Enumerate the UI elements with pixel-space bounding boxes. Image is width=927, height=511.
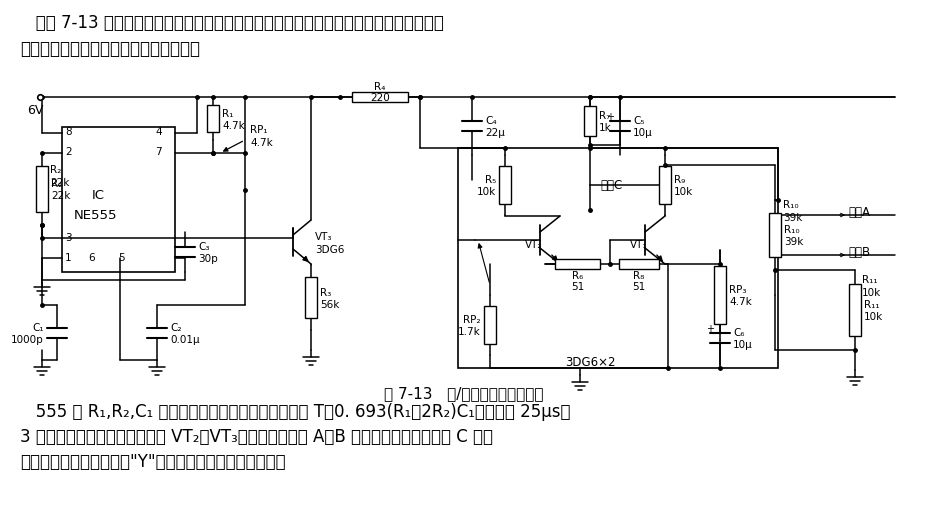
Text: C₁: C₁ [32, 322, 44, 333]
Text: R₂: R₂ [50, 165, 61, 175]
Bar [583, 106, 595, 136]
Text: R₆: R₆ [571, 271, 582, 281]
Text: NE555: NE555 [74, 208, 118, 221]
Text: 6: 6 [88, 253, 95, 263]
Text: 10k: 10k [863, 312, 883, 322]
Text: 10μ: 10μ [632, 128, 652, 138]
Text: 39k: 39k [782, 213, 802, 223]
Text: 1k: 1k [598, 123, 611, 133]
Bar [207, 105, 219, 132]
Text: 555 和 R₁,R₂,C₁ 组成无稳态多谐振荡器，振荡周期 T＝0. 693(R₁＋2R₂)C₁，周期约 25μs。: 555 和 R₁,R₂,C₁ 组成无稳态多谐振荡器，振荡周期 T＝0. 693(… [20, 403, 570, 421]
Text: 3: 3 [65, 233, 71, 243]
Text: R₁₀: R₁₀ [783, 225, 799, 235]
Text: 51: 51 [570, 282, 583, 292]
Text: R₁: R₁ [222, 108, 233, 119]
Text: 39k: 39k [783, 237, 803, 247]
Text: RP₃: RP₃ [729, 285, 745, 295]
Text: 8: 8 [65, 127, 71, 137]
Text: R₅: R₅ [484, 175, 495, 185]
Text: 出，加至示波器的输入端"Y"，便可显示两路信号的踪迹。: 出，加至示波器的输入端"Y"，便可显示两路信号的踪迹。 [20, 453, 286, 471]
Text: 4.7k: 4.7k [222, 121, 245, 130]
Text: 6V: 6V [27, 104, 44, 117]
Text: C₅: C₅ [632, 116, 644, 126]
Text: 3 脚输出分别加至方波切换电路 VT₂、VT₃。信号经输入口 A、B 分别输入，经切换后在 C 口输: 3 脚输出分别加至方波切换电路 VT₂、VT₃。信号经输入口 A、B 分别输入，… [20, 428, 492, 446]
Text: R₈: R₈ [633, 271, 644, 281]
Text: 3DG6: 3DG6 [314, 245, 344, 255]
Bar [848, 285, 860, 336]
Text: 7: 7 [155, 147, 161, 157]
Text: R₁₀: R₁₀ [782, 200, 798, 210]
Text: 22μ: 22μ [485, 128, 504, 138]
Bar [458, 148, 777, 368]
Bar [351, 92, 408, 102]
Text: 输入B: 输入B [847, 245, 870, 259]
Text: R₂: R₂ [51, 179, 62, 189]
Text: C₄: C₄ [485, 116, 496, 126]
Text: R₇: R₇ [598, 111, 610, 121]
Text: 5: 5 [118, 253, 124, 263]
Text: 220: 220 [370, 93, 389, 103]
Text: R₃: R₃ [320, 288, 331, 297]
Text: 10k: 10k [861, 288, 881, 298]
Text: 1.7k: 1.7k [458, 327, 480, 337]
Text: 图 7-13   单/双踪示波器转换电路: 图 7-13 单/双踪示波器转换电路 [384, 386, 543, 401]
Text: +: + [605, 112, 614, 122]
Text: 10k: 10k [476, 187, 495, 197]
Bar [305, 276, 317, 318]
Text: C₆: C₆ [732, 328, 743, 337]
Text: 1000p: 1000p [11, 335, 44, 344]
Bar [554, 259, 600, 269]
Bar [618, 259, 658, 269]
Text: 22k: 22k [50, 178, 70, 188]
Text: 30p: 30p [197, 254, 218, 264]
Text: RP₁: RP₁ [249, 125, 267, 135]
Text: 加电路后，可在屏上显示两路输入波形。: 加电路后，可在屏上显示两路输入波形。 [20, 40, 200, 58]
Text: C₂: C₂ [170, 322, 182, 333]
Bar [62, 127, 175, 272]
Text: R₄: R₄ [374, 82, 386, 92]
Bar [499, 166, 511, 204]
Text: +: + [705, 323, 713, 334]
Text: VT₂: VT₂ [525, 240, 542, 250]
Text: 如图 7-13 所示，转换电路由方波产生器和方波切换电路组成。在单踪示波器上加装此附: 如图 7-13 所示，转换电路由方波产生器和方波切换电路组成。在单踪示波器上加装… [20, 14, 443, 32]
Text: VT₃: VT₃ [314, 232, 332, 242]
Text: C₃: C₃ [197, 242, 210, 252]
Text: 2: 2 [65, 147, 71, 157]
Text: 4.7k: 4.7k [729, 297, 751, 307]
Text: 1: 1 [65, 253, 71, 263]
Text: 56k: 56k [320, 299, 339, 310]
Text: 输出C: 输出C [600, 178, 622, 192]
Text: 输入A: 输入A [847, 205, 870, 219]
Text: R₁₁: R₁₁ [861, 275, 877, 285]
Bar [658, 166, 670, 204]
Text: 4: 4 [155, 127, 161, 137]
Text: RP₂: RP₂ [463, 315, 480, 325]
Text: R₉: R₉ [673, 175, 684, 185]
Text: 22k: 22k [51, 191, 70, 201]
Bar [484, 306, 495, 344]
Text: VT₁: VT₁ [629, 240, 647, 250]
Text: 3DG6×2: 3DG6×2 [565, 356, 615, 368]
Bar [713, 266, 725, 324]
Text: 0.01μ: 0.01μ [170, 335, 199, 344]
Text: R₁₁: R₁₁ [863, 300, 879, 310]
Bar [768, 213, 781, 258]
Bar [36, 166, 48, 212]
Text: 4.7k: 4.7k [249, 138, 273, 148]
Text: 10μ: 10μ [732, 339, 752, 350]
Text: 51: 51 [631, 282, 645, 292]
Text: IC: IC [92, 189, 105, 201]
Text: 10k: 10k [673, 187, 692, 197]
